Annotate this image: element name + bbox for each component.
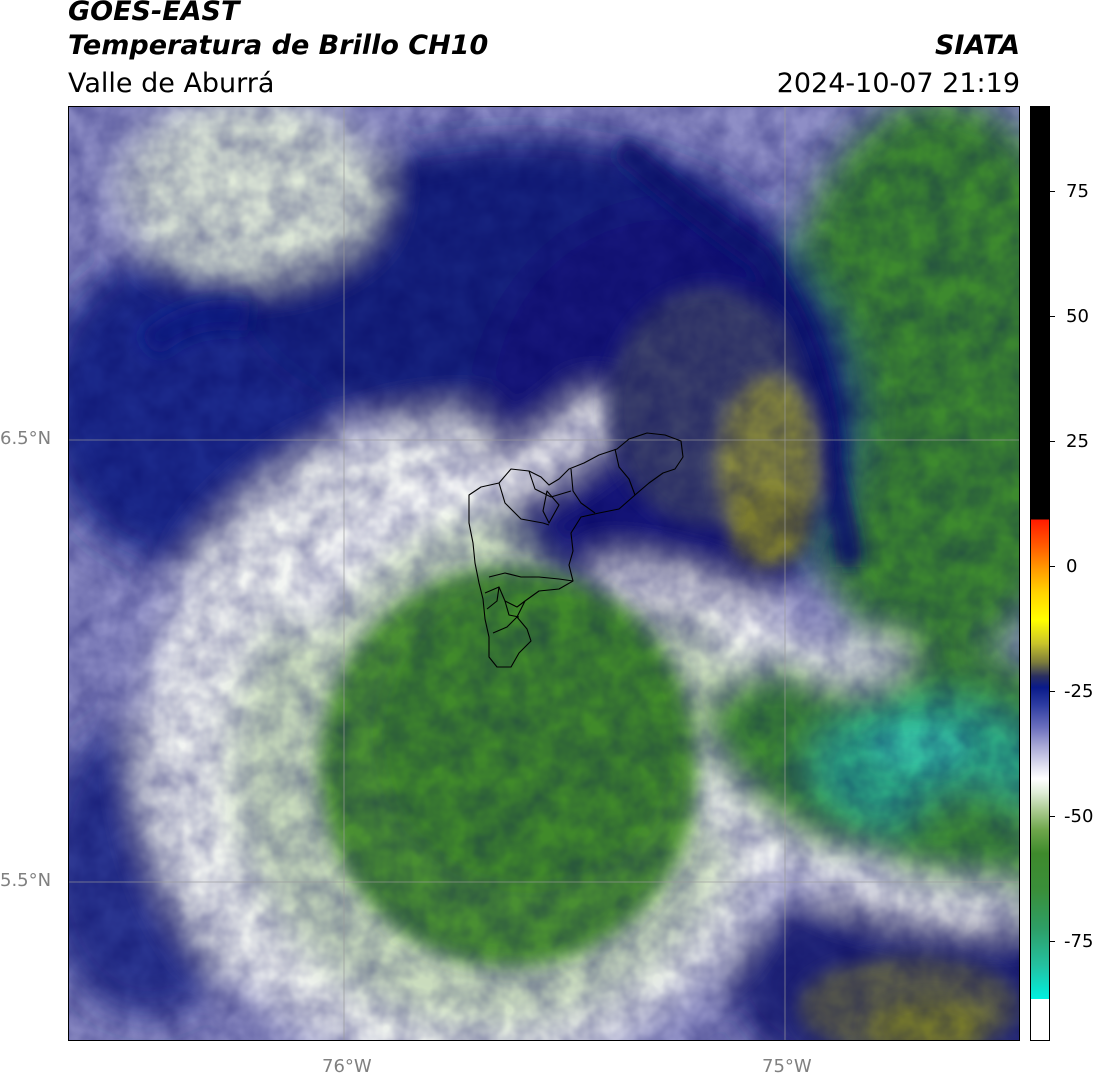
- colorbar-tick-mark: [1050, 316, 1055, 317]
- colorbar-tick-mark: [1050, 816, 1055, 817]
- colorbar-tick-mark: [1050, 691, 1055, 692]
- lon-label-76w: 76°W: [322, 1056, 372, 1077]
- colorbar-tick-label: -50: [1064, 806, 1094, 827]
- texture-overlay: [69, 107, 1019, 1040]
- colorbar-tick-mark: [1050, 566, 1055, 567]
- colorbar-tick-mark: [1050, 941, 1055, 942]
- boundary-sabaneta: [504, 600, 520, 618]
- colorbar-tick-label: -75: [1064, 931, 1094, 952]
- colorbar-tick-label: 50: [1066, 306, 1089, 327]
- colorbar-tick-mark: [1050, 441, 1055, 442]
- satellite-title: GOES-EAST: [68, 0, 240, 27]
- colorbar-tick-label: 0: [1066, 556, 1078, 577]
- lat-label-5-5n: 5.5°N: [0, 870, 52, 891]
- boundary-copacabana: [528, 470, 572, 498]
- product-title: Temperatura de Brillo CH10: [68, 30, 489, 61]
- graticule: [69, 107, 1019, 1040]
- temperature-colorbar: [1030, 106, 1050, 1041]
- boundary-medellin-north: [488, 572, 574, 582]
- brightness-temperature-map: [68, 106, 1020, 1041]
- colorbar-tick-label: 25: [1066, 431, 1089, 452]
- colorbar-tick-label: -25: [1064, 681, 1094, 702]
- organization-label: SIATA: [934, 30, 1020, 61]
- boundary-barbosa-east: [614, 448, 636, 496]
- colorbar-tick-label: 75: [1066, 181, 1089, 202]
- colorbar-tick-mark: [1050, 191, 1055, 192]
- boundary-barbosa-girardota: [570, 468, 596, 514]
- boundary-bello: [498, 482, 550, 526]
- datetime-label: 2024-10-07 21:19: [776, 68, 1020, 99]
- lat-label-6-5n: 6.5°N: [0, 428, 52, 449]
- lon-label-75w: 75°W: [762, 1056, 812, 1077]
- map-canvas: [69, 107, 1019, 1040]
- boundary-itagui: [486, 586, 500, 610]
- aburra-outer-boundary: [468, 432, 684, 668]
- boundary-la-estrella: [492, 616, 518, 634]
- municipal-boundaries: [468, 432, 684, 668]
- colorbar-gradient: [1031, 107, 1049, 1040]
- region-label: Valle de Aburrá: [68, 68, 275, 99]
